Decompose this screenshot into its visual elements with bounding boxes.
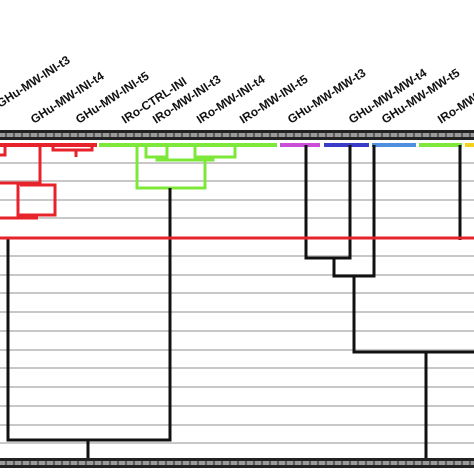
grid-lines [0,162,474,444]
red-cluster-branches [0,145,94,220]
black-branches [6,145,474,458]
leaf-label-11: IRo-MW [435,90,474,126]
top-axis-bar [0,130,474,140]
bottom-axis-bar [0,458,474,468]
leaf-labels: GHu-MW-INI-t3 GHu-MW-INI-t4 GHu-MW-INI-t… [0,53,474,127]
